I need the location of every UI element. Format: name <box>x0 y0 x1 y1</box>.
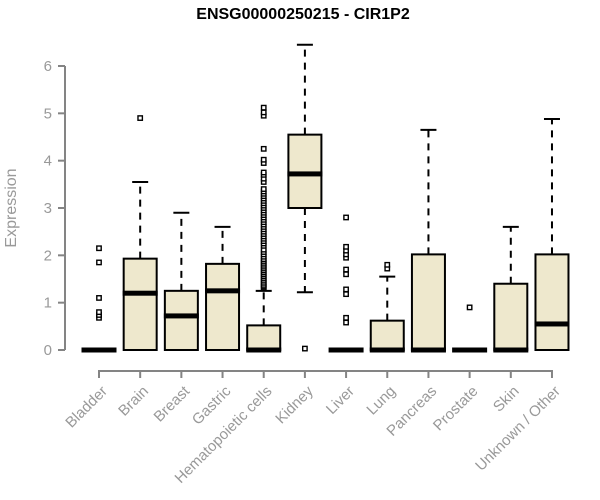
box-rect <box>534 253 570 352</box>
outlier-point <box>343 286 349 293</box>
outlier-point <box>96 295 102 301</box>
outlier-point <box>260 186 267 192</box>
y-tick-label: 0 <box>44 342 52 359</box>
outlier-point <box>137 115 144 121</box>
outlier-point <box>466 304 473 311</box>
outlier-point <box>260 145 267 152</box>
outlier-point <box>260 104 267 111</box>
box-group-lung <box>369 261 405 353</box>
box-group-unknown-other <box>534 118 570 352</box>
box-group-prostate <box>452 304 488 353</box>
box-rect <box>163 289 199 352</box>
outlier-point <box>343 266 349 273</box>
median-line <box>493 347 529 353</box>
category-label: Prostate <box>430 383 482 435</box>
box-group-liver <box>328 214 364 353</box>
chart-title: ENSG00000250215 - CIR1P2 <box>196 6 410 23</box>
outlier-point <box>343 314 349 321</box>
outlier-point <box>343 214 349 221</box>
box-rect <box>122 257 158 351</box>
outlier-point <box>96 309 102 316</box>
category-label: Bladder <box>62 383 111 432</box>
median-line <box>328 347 364 353</box>
box-rect <box>410 253 446 352</box>
median-line <box>534 321 570 327</box>
box-rect <box>287 133 323 209</box>
box-group-pancreas <box>410 128 446 353</box>
box-rect <box>246 324 282 351</box>
median-line <box>81 347 117 353</box>
y-tick-label: 1 <box>44 295 52 312</box>
median-line <box>287 171 323 177</box>
median-line <box>246 347 282 353</box>
box-rect <box>493 282 529 352</box>
y-tick-label: 5 <box>44 105 52 122</box>
median-line <box>369 347 405 353</box>
outlier-point <box>343 291 349 298</box>
category-label: Kidney <box>272 382 317 427</box>
box-group-hematopoietic-cells <box>246 104 282 353</box>
box-group-brain <box>122 115 158 351</box>
category-label: Lung <box>363 383 399 419</box>
category-label: Skin <box>490 383 523 416</box>
y-tick-label: 3 <box>44 200 52 217</box>
box-group-skin <box>493 225 529 353</box>
box-rect <box>369 319 405 351</box>
outlier-point <box>260 109 267 116</box>
outlier-point <box>96 245 102 252</box>
outlier-point <box>260 169 267 176</box>
box-group-kidney <box>287 43 323 352</box>
box-rect <box>205 262 241 351</box>
outlier-point <box>302 345 308 352</box>
median-line <box>122 290 158 296</box>
outlier-point <box>384 261 391 268</box>
y-tick-label: 2 <box>44 247 52 264</box>
median-line <box>410 347 446 353</box>
y-axis-label: Expression <box>3 168 20 247</box>
box-group-bladder <box>81 245 117 353</box>
box-group-breast <box>163 211 199 352</box>
y-tick-label: 6 <box>44 58 52 75</box>
outlier-point <box>343 271 349 278</box>
outlier-point <box>343 319 349 326</box>
y-tick-label: 4 <box>44 153 52 170</box>
outlier-point <box>96 259 102 266</box>
outlier-point <box>343 243 349 250</box>
category-label: Brain <box>115 383 152 420</box>
median-line <box>452 347 488 353</box>
median-line <box>163 313 199 319</box>
outlier-point <box>260 156 267 163</box>
median-line <box>205 288 241 294</box>
category-label: Breast <box>151 382 194 425</box>
category-label: Liver <box>323 383 358 418</box>
box-group-gastric <box>205 225 241 351</box>
